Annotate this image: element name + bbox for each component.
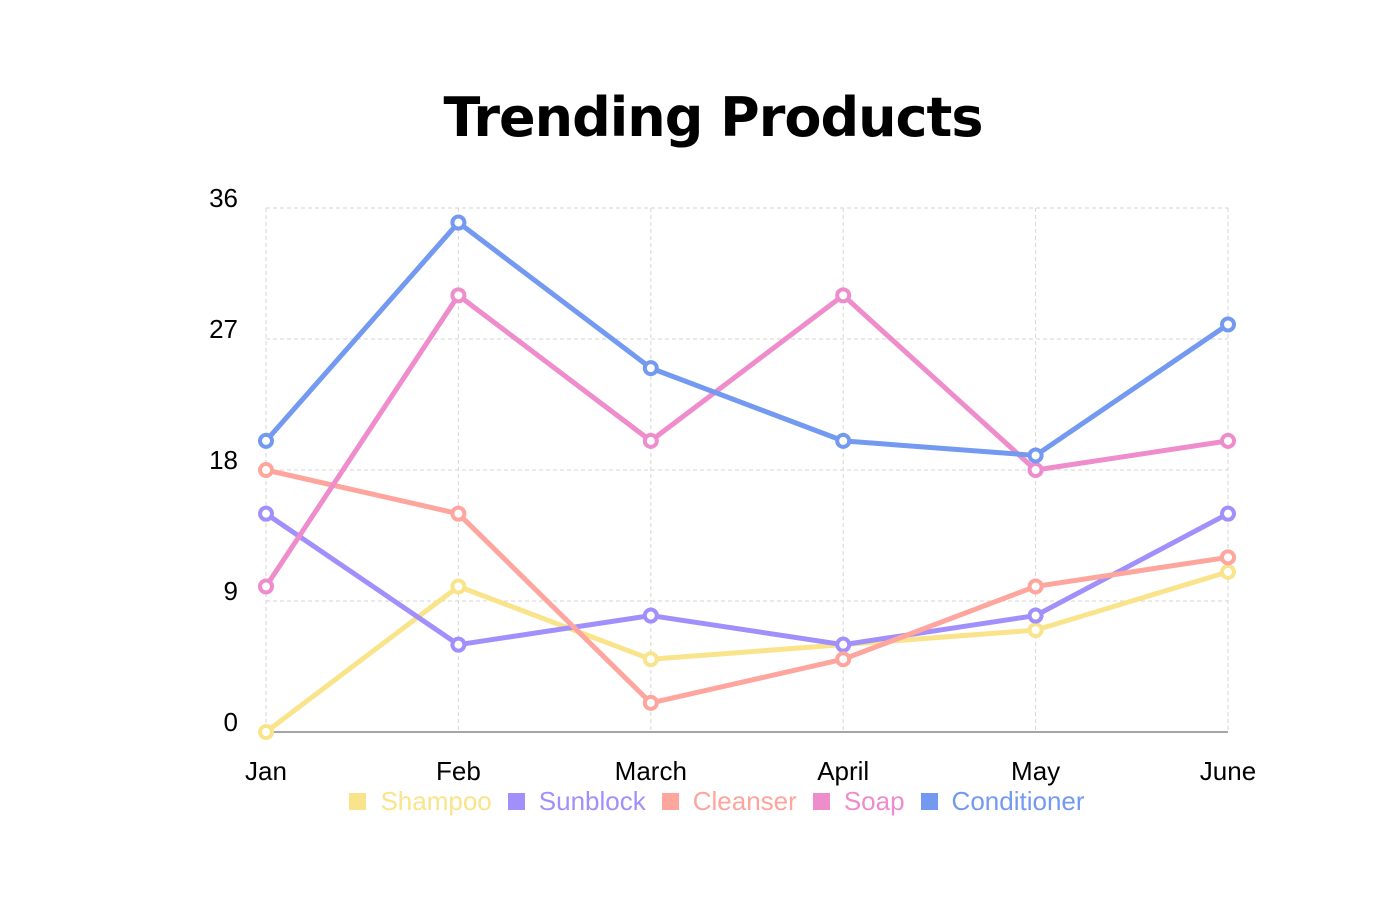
legend-item-sunblock[interactable]: Sunblock xyxy=(507,786,646,817)
x-tick-label: March xyxy=(615,756,687,786)
data-point-marker[interactable] xyxy=(642,607,659,624)
data-point-marker[interactable] xyxy=(642,360,659,377)
data-point-marker[interactable] xyxy=(1220,432,1236,449)
legend-item-cleanser[interactable]: Cleanser xyxy=(661,786,797,817)
data-point-marker[interactable] xyxy=(450,287,467,304)
data-point-marker[interactable] xyxy=(835,651,852,668)
data-point-marker[interactable] xyxy=(258,432,274,449)
series-line xyxy=(264,569,1229,734)
x-tick-label: April xyxy=(817,756,869,786)
data-point-marker[interactable] xyxy=(835,636,852,653)
data-point-marker[interactable] xyxy=(258,462,274,478)
legend-item-soap[interactable]: Soap xyxy=(812,786,905,817)
legend-label: Sunblock xyxy=(538,786,646,816)
data-point-marker[interactable] xyxy=(1220,505,1236,522)
data-point-marker[interactable] xyxy=(450,505,467,522)
chart-title: Trending Products xyxy=(443,86,983,149)
data-point-marker[interactable] xyxy=(1027,462,1044,478)
y-tick-label: 18 xyxy=(209,445,238,475)
series-conditioner xyxy=(258,214,1236,464)
data-point-marker[interactable] xyxy=(450,578,467,595)
data-point-marker[interactable] xyxy=(642,651,659,668)
data-point-marker[interactable] xyxy=(1027,578,1044,595)
series-sunblock xyxy=(258,505,1236,653)
legend-label: Conditioner xyxy=(951,786,1085,816)
series-line xyxy=(264,511,1230,648)
data-point-marker[interactable] xyxy=(258,578,274,595)
series-line xyxy=(264,220,1230,458)
y-tick-label: 27 xyxy=(209,314,238,344)
data-point-marker[interactable] xyxy=(642,432,659,449)
series-line xyxy=(263,292,1229,588)
series-lines xyxy=(258,214,1236,740)
data-point-marker[interactable] xyxy=(450,214,467,231)
y-tick-label: 0 xyxy=(224,707,238,737)
data-point-marker[interactable] xyxy=(1027,622,1044,639)
legend-label: Cleanser xyxy=(692,786,797,816)
y-tick-label: 9 xyxy=(224,576,238,606)
legend-swatch-icon xyxy=(920,793,938,810)
y-axis-ticks: 0 9 18 27 36 xyxy=(209,183,238,737)
x-tick-label: Feb xyxy=(436,756,481,786)
data-point-marker[interactable] xyxy=(642,694,659,711)
legend-swatch-icon xyxy=(507,793,525,810)
x-axis-ticks: Jan Feb March April May June xyxy=(245,756,1256,786)
series-shampoo xyxy=(258,563,1236,740)
data-point-marker[interactable] xyxy=(1027,607,1044,624)
data-point-marker[interactable] xyxy=(1027,447,1044,464)
legend-swatch-icon xyxy=(349,793,367,810)
data-point-marker[interactable] xyxy=(258,724,274,740)
data-point-marker[interactable] xyxy=(258,505,274,522)
series-soap xyxy=(258,287,1236,595)
data-point-marker[interactable] xyxy=(835,287,852,304)
x-tick-label: May xyxy=(1011,756,1060,786)
x-tick-label: June xyxy=(1200,756,1256,786)
legend-label: Soap xyxy=(843,786,905,816)
legend-label: Shampoo xyxy=(380,786,492,816)
data-point-marker[interactable] xyxy=(1220,316,1236,333)
series-cleanser xyxy=(258,462,1236,711)
data-point-marker[interactable] xyxy=(1220,563,1236,580)
legend-item-shampoo[interactable]: Shampoo xyxy=(349,786,492,817)
data-point-marker[interactable] xyxy=(1220,549,1236,566)
y-tick-label: 36 xyxy=(209,183,238,213)
legend-item-conditioner[interactable]: Conditioner xyxy=(920,786,1085,817)
legend-swatch-icon xyxy=(812,793,830,810)
legend: Shampoo Sunblock Cleanser Soap Conditioner xyxy=(0,786,1400,817)
legend-swatch-icon xyxy=(661,793,679,810)
x-tick-label: Jan xyxy=(245,756,287,786)
series-line xyxy=(265,467,1229,706)
data-point-marker[interactable] xyxy=(835,432,852,449)
data-point-marker[interactable] xyxy=(450,636,467,653)
